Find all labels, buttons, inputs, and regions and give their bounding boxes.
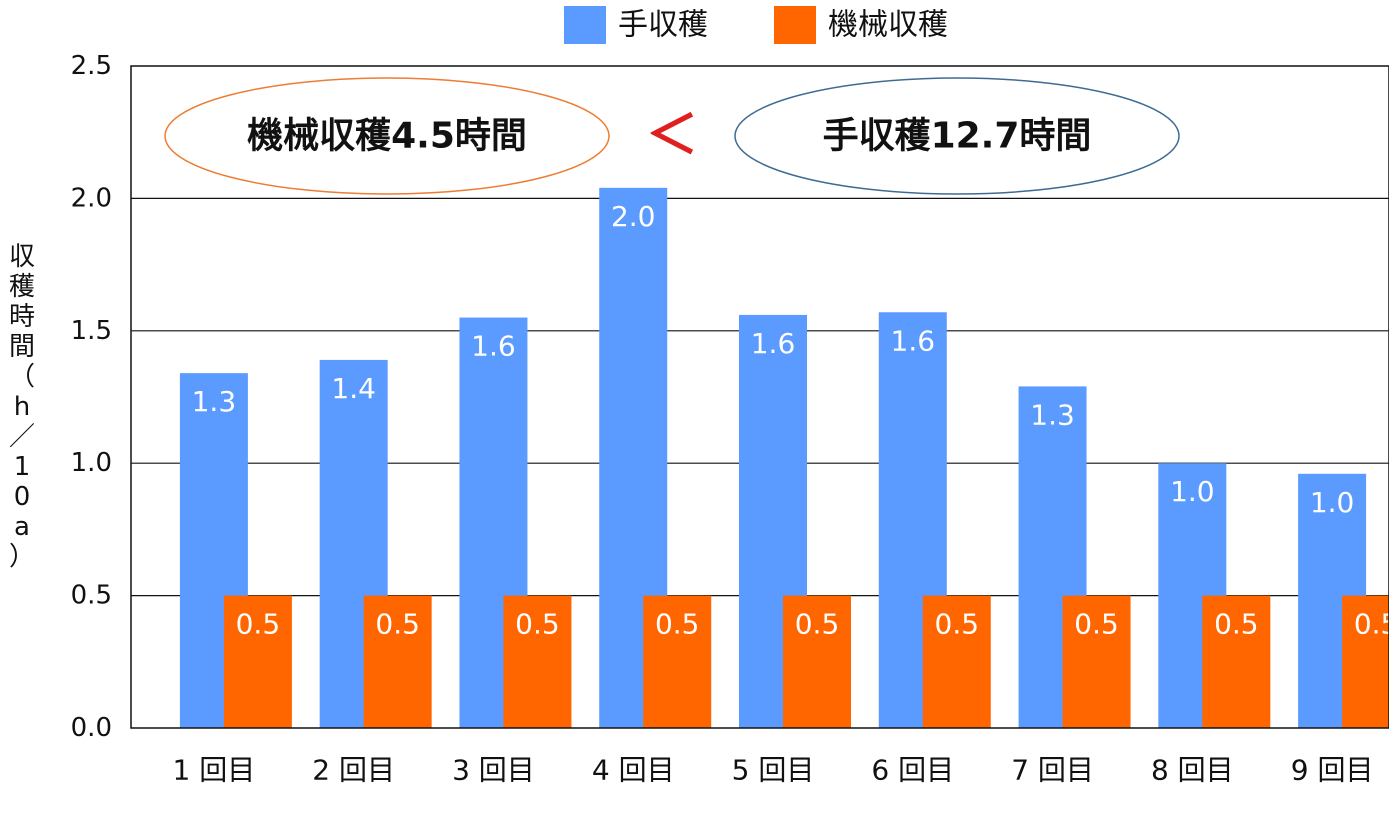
data-label-hand-9: 1.0 [1310,486,1355,519]
y-axis-label-char: 1 [14,452,31,482]
data-label-machine-1: 0.5 [236,608,281,641]
data-label-machine-9: 0.5 [1354,608,1389,641]
y-axis-label-char: 時 [9,302,35,332]
hand-total-text: 手収穫12.7時間 [823,116,1092,157]
data-label-machine-7: 0.5 [1074,608,1119,641]
data-label-machine-5: 0.5 [795,608,840,641]
legend-swatch-hand [564,6,606,44]
x-tick-label: 7 回目 [1011,754,1094,787]
y-axis-label-char: a [14,512,30,542]
data-label-hand-1: 1.3 [192,385,237,418]
y-axis-label-char: 収 [9,242,35,272]
y-axis-label-char: ／ [9,422,35,452]
bars: 1.3 1.4 1.6 2.0 1.6 1.6 1.3 1.0 1.0 0.5 0.5 0.5 0.5 0… [179,187,1389,729]
legend-swatch-machine [774,6,816,44]
y-axis-ticks: 0.0 0.5 1.0 1.5 2.0 2.5 [71,51,112,743]
x-axis-ticks: 1 回目 2 回目 3 回目 4 回目 5 回目 6 回目 7 回目 8 回目 9 回目 [173,754,1374,787]
x-tick-label: 9 回目 [1291,754,1374,787]
x-tick-label: 6 回目 [871,754,954,787]
legend: 手収穫 機械収穫 [564,6,948,44]
bar-machine-8 [1202,595,1271,728]
y-tick-label: 0.5 [71,581,112,611]
legend-label-machine: 機械収穫 [828,8,948,43]
data-label-machine-6: 0.5 [935,608,980,641]
data-label-machine-4: 0.5 [655,608,700,641]
y-axis-label-char: 穫 [9,272,35,302]
x-tick-label: 5 回目 [732,754,815,787]
data-label-machine-3: 0.5 [515,608,560,641]
y-tick-label: 0.0 [71,713,112,743]
bar-machine-5 [783,595,851,728]
machine-total-text: 機械収穫4.5時間 [247,116,527,157]
callouts: 機械収穫4.5時間 ＜ 手収穫12.7時間 [164,77,1180,195]
data-label-hand-8: 1.0 [1170,475,1215,508]
bar-machine-2 [363,595,432,728]
bar-machine-1 [223,595,292,728]
x-tick-label: 3 回目 [452,754,535,787]
data-label-hand-3: 1.6 [471,330,516,363]
y-axis-label-char: （ [9,362,35,392]
y-tick-label: 1.0 [71,448,112,478]
bar-machine-9 [1342,595,1389,728]
machine-total-ellipse [164,77,610,195]
y-axis-label-char: ） [9,542,35,572]
y-tick-label: 2.0 [71,183,112,213]
plot-area-frame [130,65,1389,729]
bar-machine-3 [503,595,572,728]
data-label-hand-6: 1.6 [891,324,936,357]
y-axis-label-char: h [14,392,30,422]
hand-total-ellipse [734,77,1180,195]
x-tick-label: 2 回目 [312,754,395,787]
data-label-machine-2: 0.5 [375,608,420,641]
y-tick-label: 2.5 [71,51,112,81]
y-axis-label-char: 間 [9,332,35,362]
bar-machine-6 [922,595,991,728]
bar-machine-4 [643,595,712,728]
data-label-hand-2: 1.4 [331,372,376,405]
bar-machine-7 [1062,595,1131,728]
x-tick-label: 1 回目 [173,754,256,787]
x-tick-label: 8 回目 [1151,754,1234,787]
y-tick-label: 1.5 [71,316,112,346]
x-tick-label: 4 回目 [592,754,675,787]
compare-sign: ＜ [646,106,698,166]
data-label-hand-5: 1.6 [751,327,796,360]
data-label-hand-4: 2.0 [611,200,656,233]
data-label-machine-8: 0.5 [1214,608,1259,641]
data-label-hand-7: 1.3 [1030,398,1075,431]
legend-label-hand: 手収穫 [618,8,708,43]
y-axis-label-char: 0 [14,482,31,512]
